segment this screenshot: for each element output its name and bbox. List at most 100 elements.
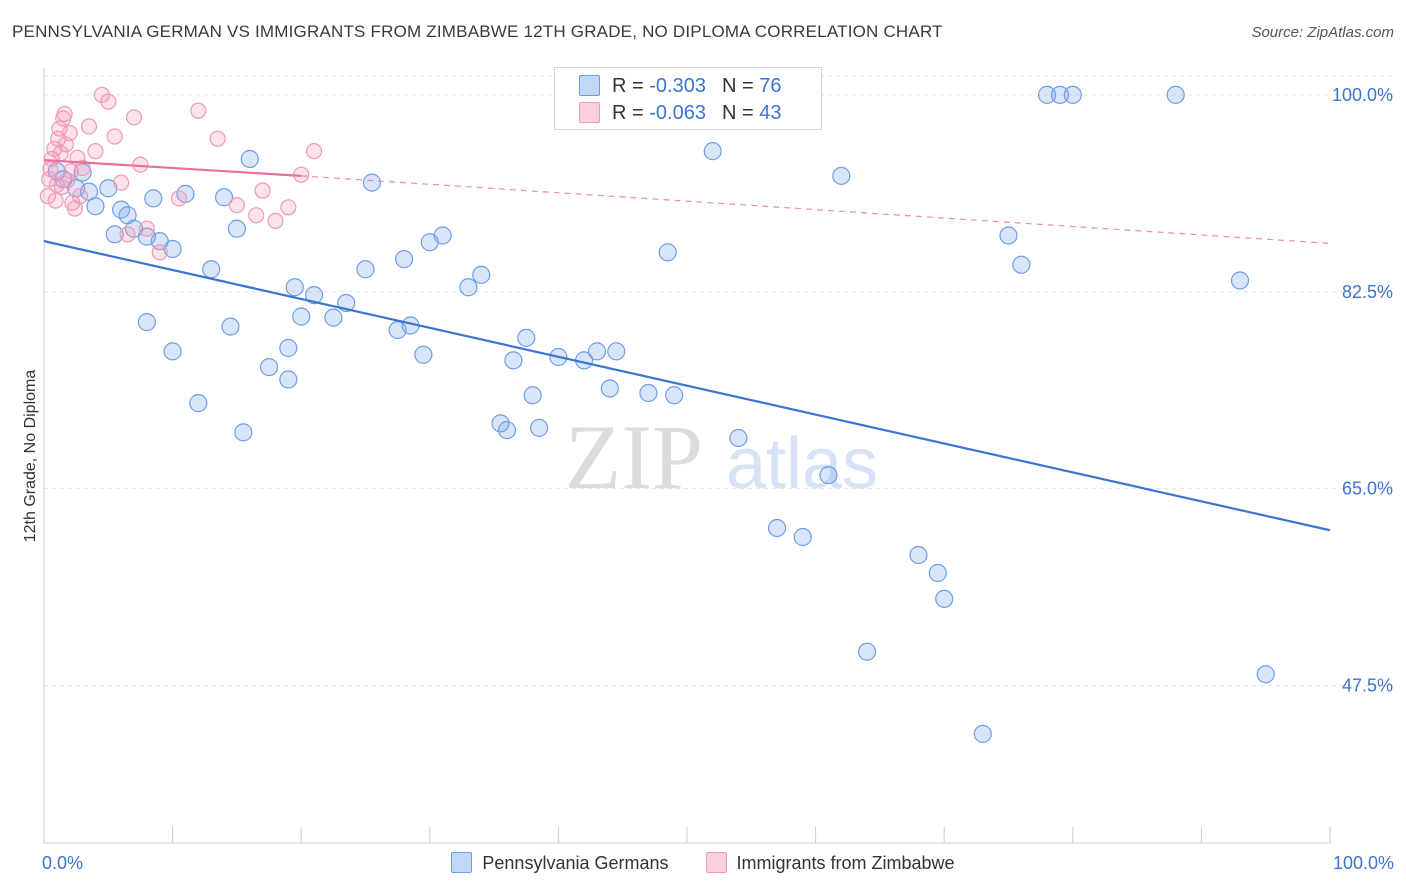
point-immigrants-from-zimbabwe (267, 212, 284, 229)
stats-legend: R = -0.303 N = 76 R = -0.063 N = 43 (554, 67, 822, 130)
x-tick-label-min: 0.0% (42, 853, 84, 873)
point-pennsylvania-germans (292, 307, 311, 326)
n-value: 43 (759, 102, 782, 124)
point-pennsylvania-germans (285, 278, 304, 297)
point-pennsylvania-germans (665, 386, 684, 405)
blue-swatch (579, 75, 600, 96)
point-pennsylvania-germans (1050, 85, 1070, 104)
legend-item-immigrants-from-zimbabwe: Immigrants from Zimbabwe (705, 852, 955, 874)
point-pennsylvania-germans (607, 342, 626, 361)
point-immigrants-from-zimbabwe (59, 172, 76, 189)
point-pennsylvania-germans (1230, 271, 1250, 290)
n-label: N = (721, 102, 754, 124)
point-pennsylvania-germans (504, 351, 523, 370)
point-pennsylvania-germans (819, 466, 838, 485)
y-tick-label: 100.0% (1332, 85, 1393, 105)
point-pennsylvania-germans (793, 527, 812, 547)
y-tick-label: 65.0% (1342, 479, 1393, 499)
point-pennsylvania-germans (928, 563, 947, 583)
point-pennsylvania-germans (304, 286, 324, 305)
point-pennsylvania-germans (144, 189, 163, 208)
legend-row-pink: R = -0.063 N = 43 (579, 102, 781, 126)
point-pennsylvania-germans (394, 250, 414, 269)
point-immigrants-from-zimbabwe (228, 197, 245, 214)
point-immigrants-from-zimbabwe (71, 188, 89, 205)
point-pennsylvania-germans (234, 423, 253, 442)
point-immigrants-from-zimbabwe (209, 130, 226, 147)
trend-lines (43, 159, 1331, 532)
point-pennsylvania-germans (935, 589, 954, 608)
point-pennsylvania-germans (189, 394, 208, 413)
point-pennsylvania-germans (1012, 255, 1031, 274)
point-immigrants-from-zimbabwe (51, 120, 68, 137)
point-pennsylvania-germans (324, 308, 343, 327)
point-immigrants-from-zimbabwe (254, 182, 271, 199)
point-pennsylvania-germans (767, 518, 787, 538)
point-pennsylvania-germans (202, 260, 221, 279)
point-immigrants-from-zimbabwe (93, 86, 110, 103)
point-pennsylvania-germans (1037, 85, 1057, 104)
point-pennsylvania-germans (259, 358, 279, 377)
trend-line-pennsylvania-germans (43, 240, 1331, 532)
point-immigrants-from-zimbabwe (80, 118, 98, 135)
point-pennsylvania-germans (1166, 85, 1185, 104)
point-immigrants-from-zimbabwe (42, 161, 59, 178)
y-tick-label: 47.5% (1342, 676, 1393, 696)
watermark-zip: ZIP (565, 406, 703, 508)
pink-swatch (705, 852, 727, 873)
y-tick-label: 82.5% (1342, 282, 1393, 302)
point-pennsylvania-germans (472, 265, 491, 284)
point-immigrants-from-zimbabwe (87, 143, 104, 160)
n-value: 76 (759, 75, 782, 97)
x-tick-label-max: 100.0% (1332, 853, 1394, 873)
point-pennsylvania-germans (433, 226, 452, 245)
chart-title: PENNSYLVANIA GERMAN VS IMMIGRANTS FROM Z… (12, 22, 943, 41)
point-pennsylvania-germans (163, 239, 182, 259)
point-immigrants-from-zimbabwe (138, 220, 155, 237)
point-pennsylvania-germans (587, 342, 607, 361)
point-pennsylvania-germans (523, 386, 542, 405)
point-immigrants-from-zimbabwe (106, 128, 123, 145)
point-pennsylvania-germans (1063, 85, 1082, 104)
point-immigrants-from-zimbabwe (170, 190, 188, 207)
source-credit: Source: ZipAtlas.com (1251, 24, 1394, 41)
point-immigrants-from-zimbabwe (151, 244, 168, 261)
point-pennsylvania-germans (600, 379, 619, 398)
r-label: R = (612, 75, 644, 97)
axes (43, 68, 1331, 844)
point-pennsylvania-germans (999, 226, 1018, 245)
point-pennsylvania-germans (414, 345, 433, 364)
point-pennsylvania-germans (221, 317, 240, 336)
point-pennsylvania-germans (362, 173, 382, 192)
point-immigrants-from-zimbabwe (190, 102, 207, 119)
point-pennsylvania-germans (658, 243, 677, 262)
point-pennsylvania-germans (491, 414, 510, 433)
r-label: R = (612, 102, 644, 124)
point-immigrants-from-zimbabwe (305, 143, 323, 160)
point-immigrants-from-zimbabwe (100, 93, 117, 110)
point-pennsylvania-germans (1256, 665, 1275, 684)
point-pennsylvania-germans (639, 383, 658, 403)
legend-item-pennsylvania-germans: Pennsylvania Germans (451, 852, 669, 874)
point-immigrants-from-zimbabwe (248, 207, 265, 224)
point-immigrants-from-zimbabwe (39, 188, 56, 205)
point-pennsylvania-germans (105, 225, 124, 244)
point-pennsylvania-germans (973, 724, 992, 743)
y-tick-labels: 47.5% 65.0% 82.5% 100.0% (1332, 85, 1393, 696)
point-immigrants-from-zimbabwe (125, 109, 143, 126)
blue-swatch (451, 852, 473, 873)
point-immigrants-from-zimbabwe (119, 226, 136, 243)
point-pennsylvania-germans (909, 545, 928, 565)
point-pennsylvania-germans (517, 328, 536, 347)
point-pennsylvania-germans (86, 197, 105, 216)
point-pennsylvania-germans (459, 278, 478, 297)
legend-label: Pennsylvania Germans (482, 853, 669, 873)
point-immigrants-from-zimbabwe (43, 150, 60, 168)
watermark-atlas: atlas (726, 424, 878, 504)
point-pennsylvania-germans (356, 260, 375, 279)
point-pennsylvania-germans (832, 166, 851, 185)
data-points (39, 85, 1275, 743)
pink-swatch (579, 102, 600, 123)
point-pennsylvania-germans (279, 370, 298, 389)
